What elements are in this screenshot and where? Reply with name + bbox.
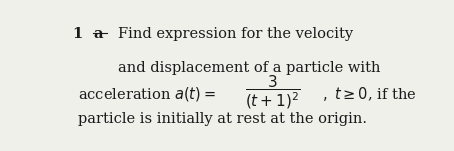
Text: acceleration $a(t) =$: acceleration $a(t) =$ <box>78 85 216 103</box>
Text: particle is initially at rest at the origin.: particle is initially at rest at the ori… <box>78 112 367 126</box>
Text: a: a <box>94 27 103 41</box>
Text: and displacement of a particle with: and displacement of a particle with <box>118 61 381 75</box>
Text: $, \ t \geq 0$, if the: $, \ t \geq 0$, if the <box>322 85 417 103</box>
Text: $\dfrac{3}{(t+1)^2}$: $\dfrac{3}{(t+1)^2}$ <box>245 73 301 111</box>
Text: 1: 1 <box>73 27 83 41</box>
Text: Find expression for the velocity: Find expression for the velocity <box>118 27 354 41</box>
